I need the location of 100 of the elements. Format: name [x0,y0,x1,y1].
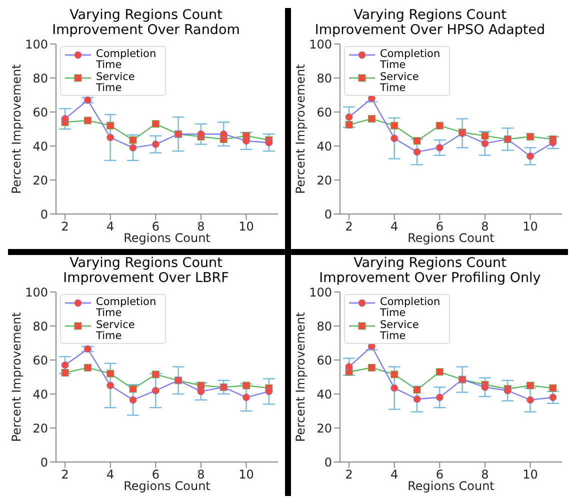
x-tick-label: 4 [106,468,114,482]
point [265,388,273,396]
x-tick-label: 4 [390,220,398,234]
legend-label: Service Time [380,71,420,94]
point [481,140,489,148]
point [390,122,398,130]
y-tick-label: 100 [25,37,48,52]
point [481,132,489,140]
x-tick-label: 4 [106,220,114,234]
point [413,395,421,403]
legend-label: Service Time [380,319,420,342]
y-tick-label: 40 [32,139,48,154]
point [413,148,421,156]
point [526,382,534,390]
y-tick-label: 0 [324,455,332,470]
point [61,369,69,376]
y-tick-label: 40 [32,387,48,402]
chart-title: Varying Regions Count Improvement Over Random [51,7,241,38]
point [106,382,114,390]
legend-label: Service Time [96,71,136,94]
x-tick-label: 6 [436,468,444,482]
x-tick-label: 6 [436,220,444,234]
y-tick-label: 60 [32,105,48,120]
point [152,370,160,378]
y-tick-label: 100 [309,37,332,52]
point [129,385,137,393]
y-tick-label: 20 [32,173,48,188]
x-tick-label: 2 [61,468,69,482]
point [242,382,250,390]
legend-label: Completion Time [96,296,158,318]
legend-label: Completion Time [380,296,442,318]
point [84,345,92,353]
point [152,120,160,128]
point [390,384,398,392]
x-tick-label: 8 [481,468,489,482]
point [265,138,273,146]
y-tick-label: 100 [309,285,332,300]
y-axis-title: Percent Improvement [9,64,24,194]
point [242,394,250,402]
point [197,388,205,396]
point [549,394,557,402]
y-tick-label: 20 [316,173,332,188]
point [436,368,444,376]
y-tick-label: 80 [32,319,48,334]
point [61,361,69,369]
point [390,134,398,142]
chart-title: Varying Regions Count Improvement Over Profiling Only [318,255,542,286]
x-tick-label: 10 [238,220,254,234]
point [368,115,376,123]
point [345,121,353,128]
point [84,96,92,104]
point [390,370,398,378]
point [152,140,160,148]
y-tick-label: 80 [32,71,48,86]
x-tick-label: 2 [345,220,353,234]
y-tick-label: 60 [316,105,332,120]
x-tick-label: 4 [390,468,398,482]
chart-title: Varying Regions Count Improvement Over LBRF [62,255,230,286]
y-tick-label: 80 [316,319,332,334]
x-tick-label: 2 [345,468,353,482]
x-tick-label: 8 [481,220,489,234]
x-tick-label: 8 [197,220,205,234]
point [481,383,489,391]
legend-label: Service Time [96,319,136,342]
x-tick-label: 2 [61,220,69,234]
point [368,364,376,372]
y-axis-title: Percent Improvement [293,312,308,442]
x-axis-title: Regions Count [408,479,495,493]
point [84,364,92,372]
point [129,396,137,404]
point [345,363,353,371]
point [197,130,205,138]
point [526,152,534,160]
x-tick-label: 6 [152,468,160,482]
point [84,116,92,124]
x-tick-label: 10 [238,468,254,482]
point [436,122,444,130]
legend-label: Completion Time [380,48,442,70]
point [436,394,444,402]
chart-title: Varying Regions Count Improvement Over HPSO Adapted [314,7,546,38]
y-tick-label: 0 [40,207,48,222]
y-axis-title: Percent Improvement [293,64,308,194]
point [549,138,557,146]
x-tick-label: 8 [197,468,205,482]
y-tick-label: 80 [316,71,332,86]
point [129,144,137,152]
y-axis-title: Percent Improvement [9,312,24,442]
point [152,386,160,394]
y-tick-label: 40 [316,139,332,154]
y-tick-label: 60 [316,353,332,368]
point [106,370,114,378]
point [129,136,137,144]
point [526,132,534,140]
point [242,137,250,145]
point [436,144,444,152]
point [61,115,69,123]
y-tick-label: 40 [316,387,332,402]
y-tick-label: 100 [25,285,48,300]
x-axis-title: Regions Count [124,479,211,493]
y-tick-label: 20 [32,421,48,436]
